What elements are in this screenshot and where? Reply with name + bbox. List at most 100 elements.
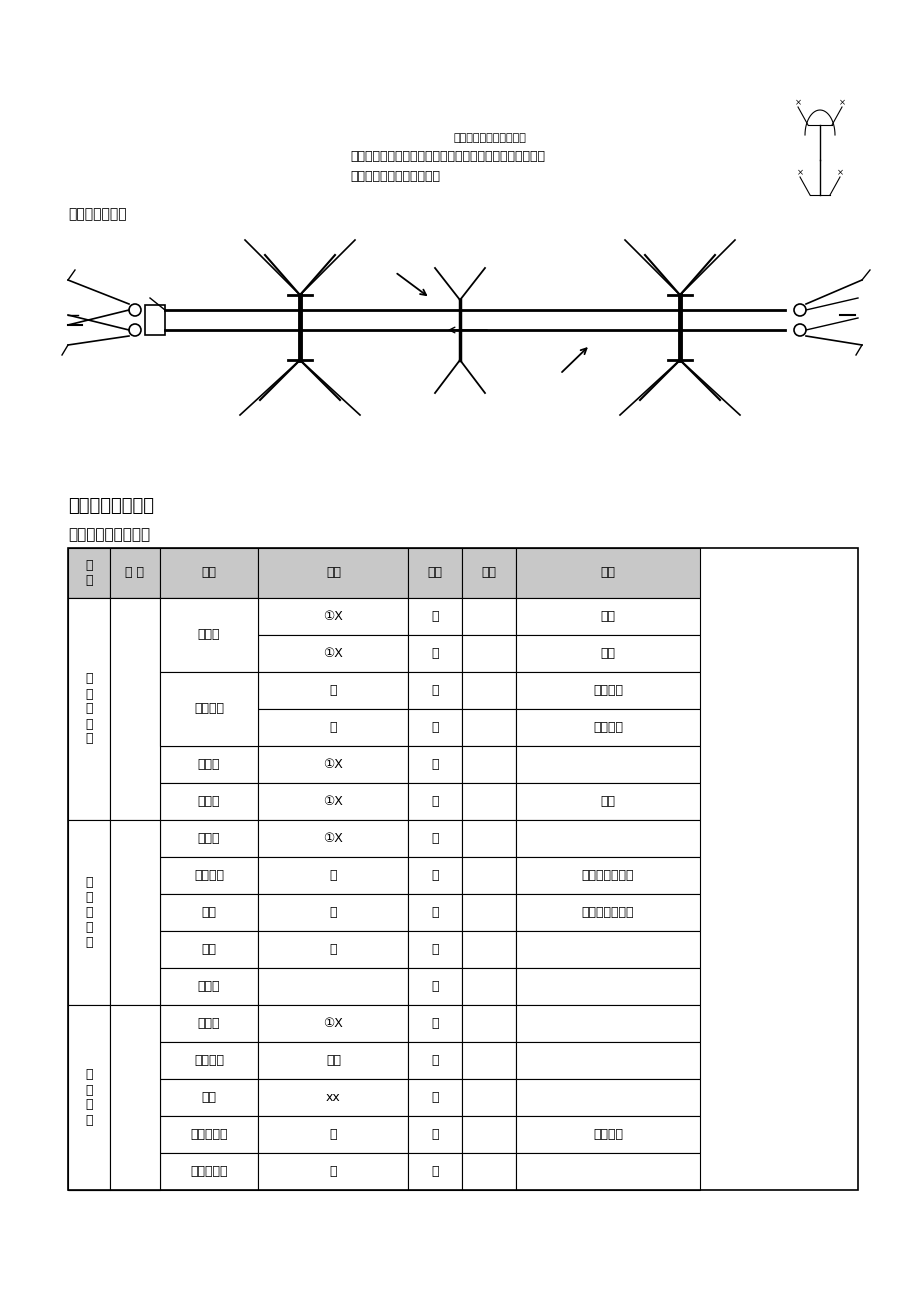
Text: 牵
引
系
统: 牵 引 系 统: [85, 1068, 93, 1127]
Bar: [516, 598, 699, 635]
Bar: [461, 857, 516, 894]
Bar: [109, 783, 160, 820]
Bar: [160, 894, 258, 932]
Text: ×: ×: [794, 99, 800, 108]
Bar: [461, 783, 516, 820]
Bar: [68, 820, 109, 857]
Text: 付: 付: [431, 648, 438, 661]
Bar: [408, 1153, 461, 1190]
Text: 、索道架设工器具: 、索道架设工器具: [68, 496, 153, 515]
Bar: [68, 1005, 109, 1190]
Bar: [68, 747, 109, 783]
Bar: [258, 783, 408, 820]
Bar: [160, 598, 258, 672]
Bar: [516, 1153, 699, 1190]
Text: ×: ×: [837, 99, 845, 108]
Text: ①X: ①X: [323, 610, 343, 623]
Text: 付: 付: [431, 1091, 438, 1104]
Bar: [258, 672, 408, 709]
Bar: [68, 1153, 109, 1190]
Bar: [68, 968, 109, 1005]
Bar: [408, 932, 461, 968]
Text: 只: 只: [431, 943, 438, 956]
Text: 个: 个: [431, 684, 438, 697]
Text: 平面布置图如下: 平面布置图如下: [68, 207, 127, 222]
Bar: [258, 709, 408, 747]
Circle shape: [793, 304, 805, 317]
Bar: [516, 783, 699, 820]
Bar: [160, 549, 258, 598]
Circle shape: [793, 324, 805, 336]
Text: ×: ×: [796, 168, 802, 177]
Bar: [258, 1115, 408, 1153]
Bar: [516, 747, 699, 783]
Text: 根: 根: [431, 795, 438, 808]
Bar: [160, 672, 258, 747]
Text: 吨: 吨: [329, 721, 337, 734]
Text: 手扳葫芦: 手扳葫芦: [194, 869, 223, 882]
Bar: [461, 549, 516, 598]
Bar: [68, 1079, 109, 1115]
Bar: [461, 1005, 516, 1042]
Text: ①X: ①X: [323, 758, 343, 771]
Bar: [516, 820, 699, 857]
Bar: [258, 549, 408, 598]
Bar: [160, 1042, 258, 1079]
Text: 固定滑车: 固定滑车: [194, 702, 223, 715]
Bar: [68, 635, 109, 672]
Text: 牵引索用: 牵引索用: [593, 721, 622, 734]
Bar: [68, 932, 109, 968]
Text: 一承载索、一牵引索、一支持架、一行走滑车、一固定滑车: 一承载索、一牵引索、一支持架、一行走滑车、一固定滑车: [349, 150, 544, 163]
Bar: [516, 894, 699, 932]
Bar: [258, 1079, 408, 1115]
Bar: [68, 549, 109, 598]
Text: 吨: 吨: [329, 1165, 337, 1178]
Bar: [461, 747, 516, 783]
Bar: [461, 672, 516, 709]
Text: 动力索道机: 动力索道机: [190, 1165, 228, 1178]
Bar: [258, 1153, 408, 1190]
Text: 吨: 吨: [329, 869, 337, 882]
Text: 横梁: 横梁: [600, 648, 615, 661]
Bar: [160, 635, 258, 672]
Bar: [516, 1005, 699, 1042]
Bar: [408, 894, 461, 932]
Bar: [68, 709, 109, 747]
Bar: [68, 672, 109, 709]
Text: 序 号: 序 号: [125, 567, 144, 580]
Text: 牵引索: 牵引索: [198, 1018, 220, 1029]
Bar: [461, 820, 516, 857]
Bar: [408, 857, 461, 894]
Bar: [408, 783, 461, 820]
Bar: [408, 672, 461, 709]
Bar: [516, 968, 699, 1005]
Bar: [68, 1042, 109, 1079]
Bar: [145, 305, 165, 335]
Bar: [160, 783, 258, 820]
Bar: [109, 968, 160, 1005]
Text: ①X: ①X: [323, 833, 343, 846]
Bar: [408, 1079, 461, 1115]
Bar: [160, 857, 258, 894]
Text: 类
别: 类 别: [85, 559, 93, 586]
Bar: [258, 857, 408, 894]
Bar: [68, 1115, 109, 1153]
Bar: [109, 709, 160, 747]
Text: 行走滑车: 行走滑车: [194, 1054, 223, 1067]
Bar: [68, 820, 109, 1005]
Bar: [68, 1005, 109, 1042]
Bar: [109, 598, 160, 820]
Bar: [109, 1115, 160, 1153]
Bar: [516, 1079, 699, 1115]
Bar: [461, 1079, 516, 1115]
Bar: [109, 1042, 160, 1079]
Bar: [516, 549, 699, 598]
Bar: [68, 549, 857, 1190]
Text: 个: 个: [431, 1128, 438, 1141]
Text: 根: 根: [431, 833, 438, 846]
Bar: [461, 709, 516, 747]
Bar: [408, 709, 461, 747]
Bar: [461, 635, 516, 672]
Bar: [160, 932, 258, 968]
Bar: [516, 1115, 699, 1153]
